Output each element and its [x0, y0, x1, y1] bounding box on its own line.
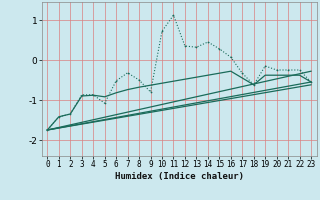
X-axis label: Humidex (Indice chaleur): Humidex (Indice chaleur): [115, 172, 244, 181]
